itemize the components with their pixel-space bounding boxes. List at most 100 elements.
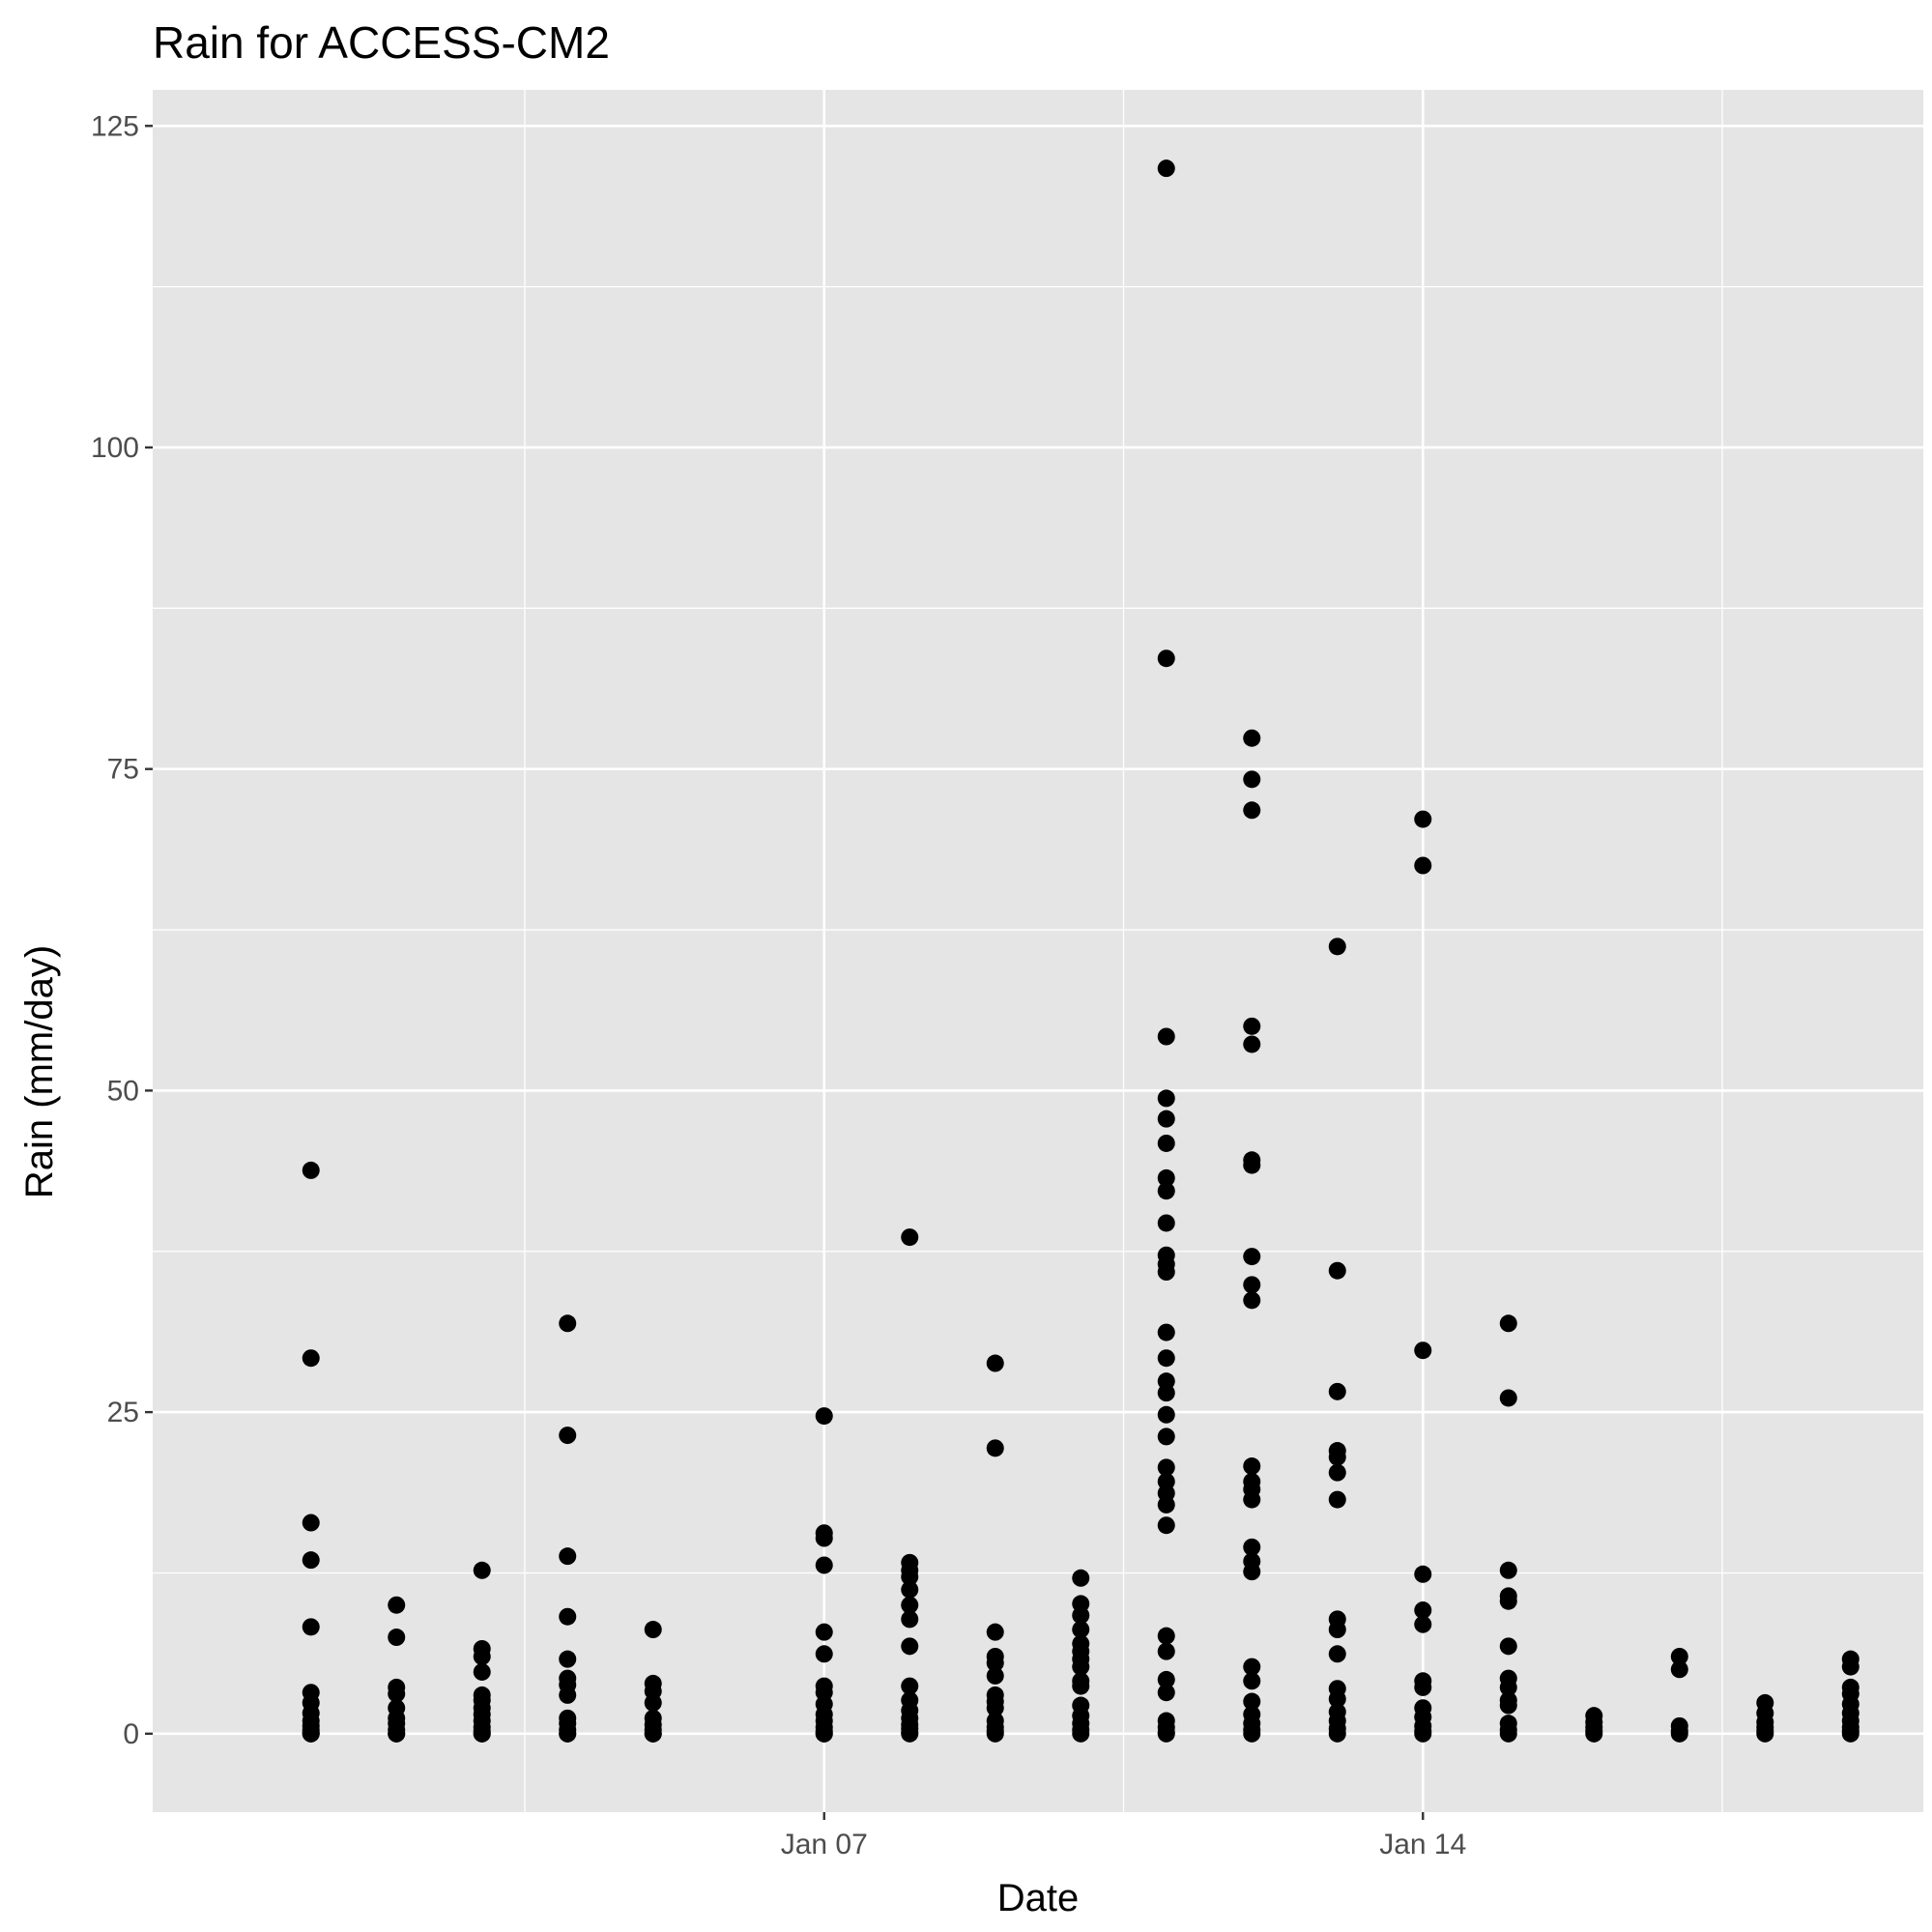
data-point [986,1354,1004,1372]
data-point [1072,1658,1090,1676]
data-point [1841,1724,1860,1743]
data-point [1243,801,1261,820]
data-point [1157,1642,1175,1660]
data-point [1243,1017,1261,1035]
data-point [559,1427,577,1445]
data-point [559,1724,577,1743]
data-point [1756,1724,1774,1743]
data-point [1243,1490,1261,1509]
data-point [473,1647,491,1665]
data-point [388,1596,406,1614]
data-point [1499,1696,1517,1715]
y-tick-label: 100 [91,432,139,464]
data-point [1157,1684,1175,1702]
data-point [1499,1561,1517,1579]
major-gridlines [153,90,1923,1812]
data-point [1157,1405,1175,1424]
data-point [1157,649,1175,668]
data-point [1328,1621,1346,1639]
data-point [388,1724,406,1743]
y-tick-label: 25 [107,1397,139,1428]
data-point [815,1556,833,1574]
data-point [559,1607,577,1626]
data-point [1243,1658,1261,1676]
y-tick-label: 125 [91,110,139,142]
data-point [1157,1516,1175,1535]
data-point [986,1666,1004,1685]
y-axis-title: Rain (mm/day) [18,945,61,1198]
data-point [1670,1724,1688,1743]
data-point [559,1650,577,1668]
data-point [1328,1463,1346,1482]
data-point [815,1623,833,1641]
data-point [1414,1601,1432,1620]
data-point [302,1551,320,1570]
data-point [986,1699,1004,1717]
data-point [1243,770,1261,789]
data-point [1328,937,1346,956]
data-point [1243,1672,1261,1690]
data-point [559,1686,577,1704]
data-point [1585,1724,1603,1743]
data-point [1157,1384,1175,1402]
data-point [1072,1606,1090,1625]
data-point [644,1621,662,1639]
data-point [1414,1615,1432,1633]
y-tick-label: 75 [107,754,139,786]
data-point [644,1724,662,1743]
data-point [986,1654,1004,1672]
data-point [1328,1689,1346,1708]
data-point [473,1662,491,1681]
data-point [901,1610,919,1629]
data-point [986,1623,1004,1641]
data-point [1157,1134,1175,1152]
data-point [1414,1678,1432,1696]
data-point [1157,159,1175,178]
data-point [1243,1035,1261,1053]
data-point [815,1529,833,1547]
minor-gridlines [153,90,1923,1812]
data-point [1414,810,1432,828]
data-point [1072,1621,1090,1639]
data-point [1414,1565,1432,1583]
data-point [815,1645,833,1663]
y-axis: 0 25 50 75 100 125 [91,110,153,1750]
data-point [302,1161,320,1179]
data-point [1157,1027,1175,1046]
data-point [1157,1182,1175,1200]
x-axis-title: Date [997,1877,1080,1919]
data-point [1414,1341,1432,1360]
data-points [302,159,1860,1743]
data-point [986,1439,1004,1457]
data-point [1499,1678,1517,1696]
data-point [1243,1724,1261,1743]
data-point [1328,1261,1346,1280]
data-point [1243,1457,1261,1476]
data-point [1157,1724,1175,1743]
data-point [815,1407,833,1426]
y-tick-label: 50 [107,1075,139,1107]
data-point [1072,1724,1090,1743]
data-point [302,1618,320,1636]
data-point [1157,1458,1175,1477]
data-point [1072,1569,1090,1587]
data-point [1499,1637,1517,1656]
data-point [1841,1658,1860,1676]
data-point [1243,1156,1261,1174]
data-point [644,1693,662,1712]
data-point [1328,1382,1346,1400]
data-point [901,1580,919,1599]
data-point [1243,1563,1261,1581]
data-point [1243,1248,1261,1266]
plot-panel [153,90,1923,1812]
data-point [1157,1495,1175,1514]
data-point [901,1724,919,1743]
data-point [901,1637,919,1656]
x-tick-label: Jan 07 [781,1829,868,1860]
x-axis: Jan 07 Jan 14 [781,1812,1466,1860]
data-point [1414,856,1432,875]
data-point [1499,1592,1517,1610]
data-point [1157,1168,1175,1187]
data-point [1499,1314,1517,1333]
